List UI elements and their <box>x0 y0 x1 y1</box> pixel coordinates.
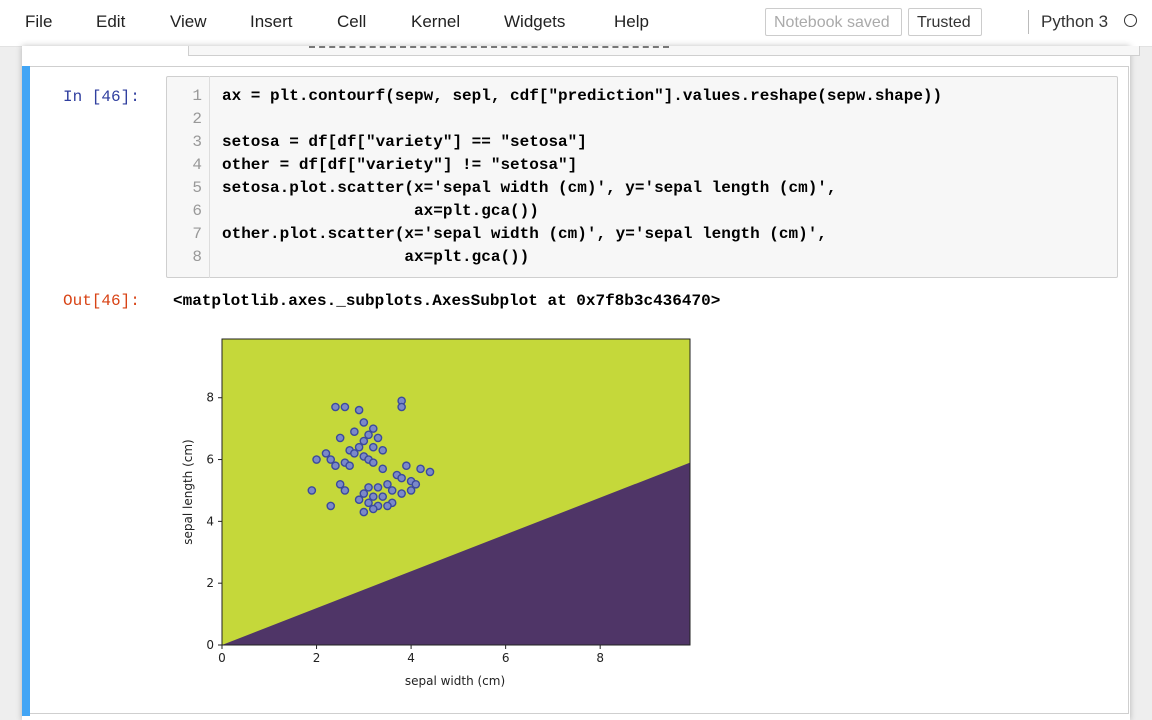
menu-help[interactable]: Help <box>614 12 649 31</box>
kernel-name: Python 3 <box>1041 12 1109 31</box>
scatter-point <box>350 449 359 458</box>
menu-file[interactable]: File <box>25 12 53 31</box>
line-number: 5 <box>192 179 202 197</box>
scatter-contour-plot: 0 2 4 6 8 0 2 4 6 8 sepal width (cm) sepal length… <box>181 338 691 688</box>
scatter-point <box>364 483 373 492</box>
code-cell[interactable] <box>30 66 1129 714</box>
scatter-point <box>397 402 406 412</box>
menu-insert[interactable]: Insert <box>250 12 293 31</box>
line-number: 3 <box>192 133 202 151</box>
scatter-point <box>383 501 392 511</box>
scatter-point <box>340 486 350 495</box>
x-axis-label: sepal width (cm) <box>405 674 505 688</box>
x-tick-label: 6 <box>502 651 510 665</box>
cell-selection-bar <box>22 66 30 716</box>
scatter-point <box>359 507 369 517</box>
code-line[interactable]: other.plot.scatter(x='sepal width (cm)',… <box>222 225 827 243</box>
scatter-point <box>373 483 383 492</box>
line-number: 2 <box>192 110 202 128</box>
kernel-idle-icon <box>1124 14 1137 27</box>
line-number-gutter: 1 2 3 4 5 6 7 8 <box>166 76 210 278</box>
scatter-point <box>368 504 378 514</box>
code-line[interactable]: setosa.plot.scatter(x='sepal width (cm)'… <box>222 179 837 197</box>
scatter-point <box>373 433 383 443</box>
code-line[interactable]: ax=plt.gca()) <box>222 248 530 266</box>
output-text: <matplotlib.axes._subplots.AxesSubplot a… <box>173 292 721 310</box>
line-number: 1 <box>192 87 202 105</box>
trusted-button[interactable]: Trusted <box>908 8 982 36</box>
previous-cell[interactable] <box>188 46 1140 56</box>
scatter-point <box>378 464 388 474</box>
x-tick-label: 2 <box>313 651 321 665</box>
axes-frame <box>221 338 691 646</box>
output-prompt: Out[46]: <box>63 292 140 310</box>
scatter-point <box>416 464 425 474</box>
code-line[interactable]: ax = plt.contourf(sepw, sepl, cdf["predi… <box>222 87 943 105</box>
scatter-point <box>321 449 331 458</box>
y-tick-label: 0 <box>206 638 214 652</box>
menubar-divider <box>1028 10 1029 34</box>
x-tick-label: 0 <box>218 651 226 665</box>
scatter-point <box>397 489 406 498</box>
scatter-point <box>345 461 354 471</box>
menu-cell[interactable]: Cell <box>337 12 367 31</box>
scatter-point <box>387 486 397 495</box>
line-number: 4 <box>192 156 202 174</box>
scatter-point <box>425 467 435 477</box>
code-line[interactable]: other = df[df["variety"] != "setosa"] <box>222 156 578 174</box>
scatter-point <box>335 479 345 489</box>
scatter-point <box>354 495 364 505</box>
menu-widgets[interactable]: Widgets <box>504 12 566 31</box>
y-axis-label: sepal length (cm) <box>181 439 195 544</box>
scatter-point <box>340 402 350 412</box>
line-number: 8 <box>192 248 202 266</box>
scatter-point <box>406 486 416 495</box>
scatter-point <box>354 442 364 452</box>
menubar: File Edit View Insert Cell Kernel Widget… <box>0 0 1152 47</box>
scatter-point <box>326 501 336 511</box>
contour-region-below <box>222 462 690 645</box>
scatter-point <box>326 455 336 464</box>
y-tick-label: 8 <box>206 391 214 405</box>
scatter-point <box>383 479 392 489</box>
x-tick-label: 8 <box>596 651 604 665</box>
scatter-point <box>397 473 406 483</box>
scatter-point <box>331 461 340 471</box>
code-editor[interactable] <box>166 76 1118 278</box>
scatter-point <box>368 492 378 501</box>
scatter-point <box>364 498 373 508</box>
scatter-point <box>378 445 388 455</box>
y-tick-label: 6 <box>206 453 214 467</box>
scatter-point <box>359 436 369 446</box>
scatter-point <box>368 458 378 467</box>
y-tick-label: 2 <box>206 576 214 590</box>
line-number: 7 <box>192 225 202 243</box>
scatter-point <box>368 424 378 433</box>
scatter-point <box>331 402 340 412</box>
scatter-point <box>359 418 369 427</box>
scatter-point <box>378 492 388 501</box>
line-number: 6 <box>192 202 202 220</box>
menu-edit[interactable]: Edit <box>96 12 126 31</box>
input-prompt: In [46]: <box>63 88 140 106</box>
code-line[interactable]: setosa = df[df["variety"] == "setosa"] <box>222 133 587 151</box>
scatter-point <box>312 455 321 464</box>
notebook-status-indicator: Notebook saved <box>765 8 902 36</box>
scatter-point <box>364 430 373 440</box>
previous-cell-code-fragment <box>309 46 669 51</box>
menu-view[interactable]: View <box>170 12 207 31</box>
scatter-point <box>354 405 364 415</box>
menu-kernel[interactable]: Kernel <box>411 12 461 31</box>
scatter-point <box>411 479 421 489</box>
scatter-point <box>335 433 345 443</box>
scatter-point <box>350 427 359 437</box>
scatter-point <box>307 486 317 495</box>
scatter-point <box>368 442 378 452</box>
y-tick-label: 4 <box>206 514 214 528</box>
x-tick-label: 4 <box>407 651 415 665</box>
scatter-point <box>359 489 369 498</box>
code-line[interactable]: ax=plt.gca()) <box>222 202 539 220</box>
scatter-point <box>402 461 411 471</box>
